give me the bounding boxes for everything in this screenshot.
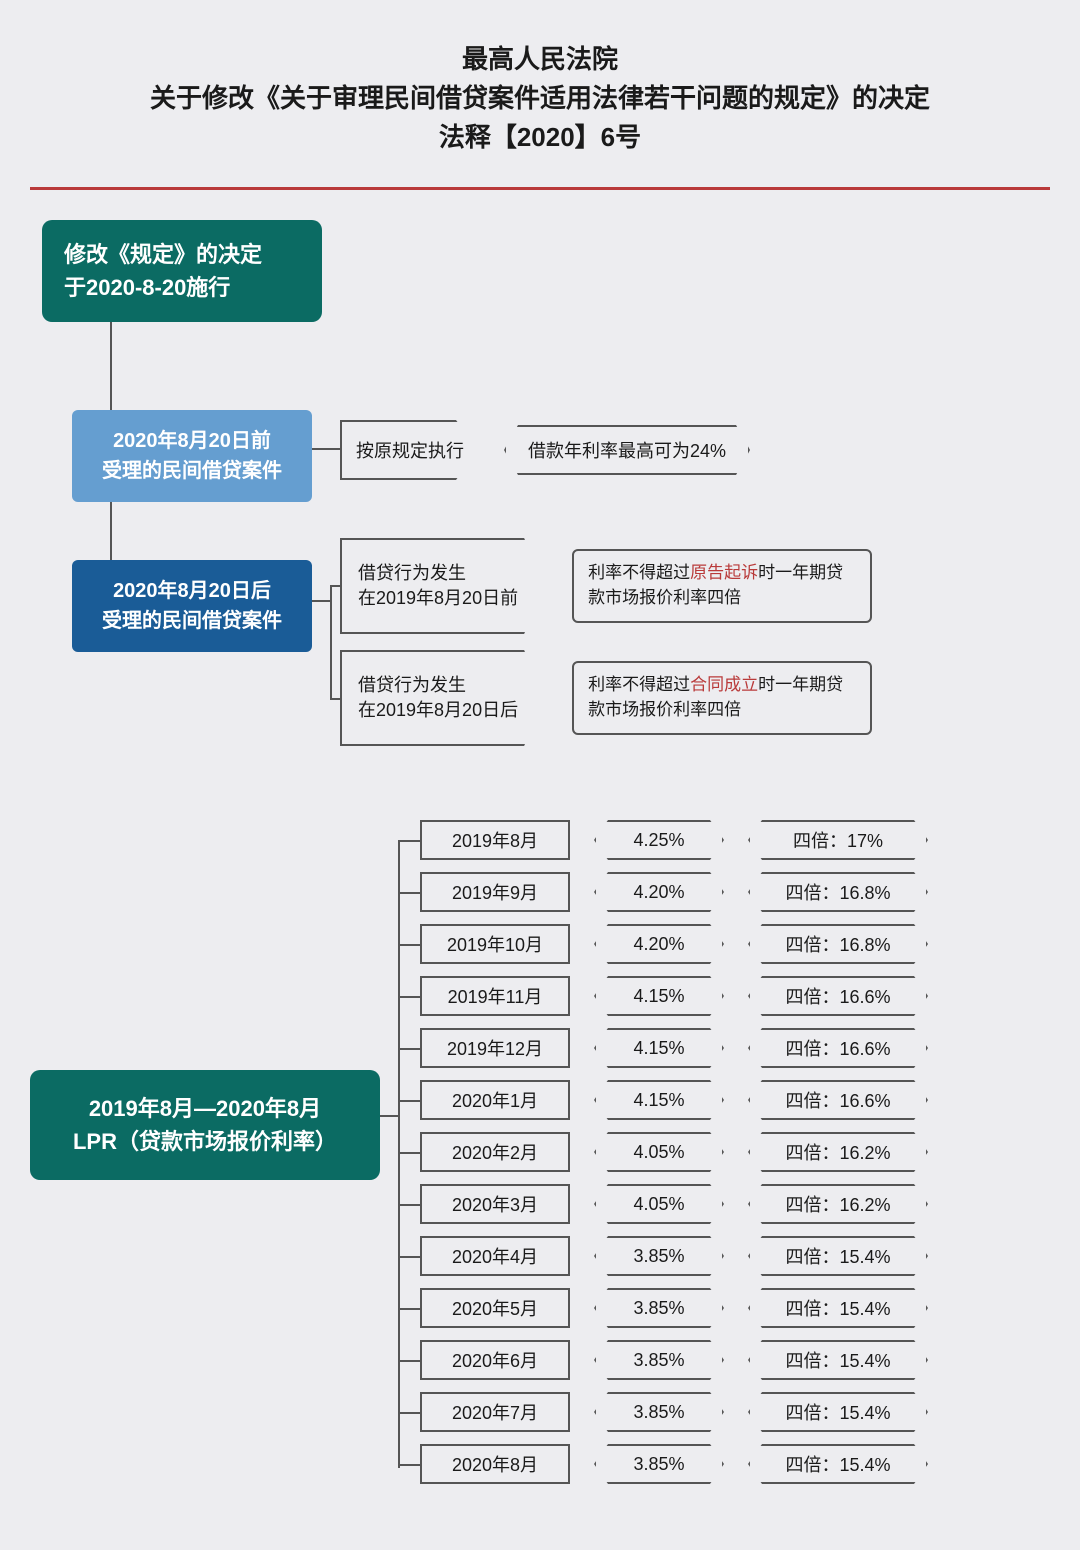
lpr-month: 2020年4月: [420, 1236, 570, 1276]
lpr-row: 2020年8月 3.85% 四倍：15.4%: [420, 1444, 928, 1484]
branch2a-row: 借贷行为发生 在2019年8月20日前 利率不得超过原告起诉时一年期贷款市场报价…: [340, 538, 872, 634]
lpr-row: 2020年3月 4.05% 四倍：16.2%: [420, 1184, 928, 1224]
lpr-mult: 四倍：16.6%: [748, 1028, 928, 1068]
lpr-rate: 3.85%: [594, 1444, 724, 1484]
branch2-line1: 2020年8月20日后: [94, 576, 290, 606]
lpr-month: 2020年2月: [420, 1132, 570, 1172]
connector: [398, 944, 420, 946]
lpr-row: 2020年6月 3.85% 四倍：15.4%: [420, 1340, 928, 1380]
connector: [398, 1360, 420, 1362]
lpr-mult: 四倍：16.2%: [748, 1184, 928, 1224]
lpr-month: 2020年3月: [420, 1184, 570, 1224]
branch2a-tag: 借贷行为发生 在2019年8月20日前: [340, 538, 546, 634]
lpr-rate: 3.85%: [594, 1288, 724, 1328]
lpr-row: 2019年11月 4.15% 四倍：16.6%: [420, 976, 928, 1016]
lpr-rate: 4.25%: [594, 820, 724, 860]
connector: [398, 1100, 420, 1102]
connector: [398, 1256, 420, 1258]
connector: [380, 1115, 398, 1117]
divider: [30, 187, 1050, 190]
lpr-rate: 4.05%: [594, 1184, 724, 1224]
lpr-rate: 3.85%: [594, 1392, 724, 1432]
lpr-rate: 4.15%: [594, 1028, 724, 1068]
lpr-mult: 四倍：16.6%: [748, 976, 928, 1016]
lpr-month: 2019年12月: [420, 1028, 570, 1068]
branch1-row: 按原规定执行 借款年利率最高可为24%: [340, 420, 750, 480]
branch1-tag: 按原规定执行: [340, 420, 478, 480]
lpr-mult: 四倍：16.6%: [748, 1080, 928, 1120]
branch2-line2: 受理的民间借贷案件: [94, 606, 290, 636]
lpr-row: 2019年10月 4.20% 四倍：16.8%: [420, 924, 928, 964]
root-line1: 修改《规定》的决定: [64, 238, 300, 271]
connector: [310, 448, 340, 450]
branch2b-tag: 借贷行为发生 在2019年8月20日后: [340, 650, 546, 746]
lpr-rate: 3.85%: [594, 1340, 724, 1380]
connector: [398, 840, 400, 1468]
lpr-month: 2020年5月: [420, 1288, 570, 1328]
branch2-node: 2020年8月20日后 受理的民间借贷案件: [72, 560, 312, 652]
lpr-mult: 四倍：15.4%: [748, 1340, 928, 1380]
lpr-row: 2020年7月 3.85% 四倍：15.4%: [420, 1392, 928, 1432]
lpr-month: 2020年6月: [420, 1340, 570, 1380]
lpr-mult: 四倍：15.4%: [748, 1236, 928, 1276]
connector: [398, 840, 420, 842]
header-line2: 关于修改《关于审理民间借贷案件适用法律若干问题的规定》的决定: [40, 79, 1040, 118]
lpr-month: 2019年8月: [420, 820, 570, 860]
branch1-detail: 借款年利率最高可为24%: [504, 425, 750, 475]
lpr-row: 2020年1月 4.15% 四倍：16.6%: [420, 1080, 928, 1120]
lpr-month: 2019年9月: [420, 872, 570, 912]
flowchart: 修改《规定》的决定 于2020-8-20施行 2020年8月20日前 受理的民间…: [0, 220, 1080, 240]
branch1-line2: 受理的民间借贷案件: [94, 456, 290, 486]
connector: [398, 1308, 420, 1310]
lpr-month: 2020年1月: [420, 1080, 570, 1120]
connector: [398, 996, 420, 998]
header-line3: 法释【2020】6号: [40, 118, 1040, 157]
lpr-rate: 4.20%: [594, 872, 724, 912]
lpr-row: 2020年5月 3.85% 四倍：15.4%: [420, 1288, 928, 1328]
lpr-mult: 四倍：16.2%: [748, 1132, 928, 1172]
lpr-mult: 四倍：16.8%: [748, 924, 928, 964]
branch2b-row: 借贷行为发生 在2019年8月20日后 利率不得超过合同成立时一年期贷款市场报价…: [340, 650, 872, 746]
lpr-mult: 四倍：15.4%: [748, 1444, 928, 1484]
lpr-rate: 4.15%: [594, 976, 724, 1016]
connector: [310, 600, 330, 602]
branch1-line1: 2020年8月20日前: [94, 426, 290, 456]
lpr-mult: 四倍：17%: [748, 820, 928, 860]
lpr-node: 2019年8月—2020年8月 LPR（贷款市场报价利率）: [30, 1070, 380, 1180]
branch2a-detail: 利率不得超过原告起诉时一年期贷款市场报价利率四倍: [572, 549, 872, 622]
doc-header: 最高人民法院 关于修改《关于审理民间借贷案件适用法律若干问题的规定》的决定 法释…: [0, 0, 1080, 177]
lpr-row: 2019年8月 4.25% 四倍：17%: [420, 820, 928, 860]
branch2b-detail: 利率不得超过合同成立时一年期贷款市场报价利率四倍: [572, 661, 872, 734]
lpr-rate: 4.15%: [594, 1080, 724, 1120]
lpr-month: 2020年7月: [420, 1392, 570, 1432]
lpr-mult: 四倍：15.4%: [748, 1288, 928, 1328]
lpr-table: 2019年8月4.25%四倍：17%2019年9月4.20%四倍：16.8%20…: [420, 820, 928, 1496]
lpr-title2: LPR（贷款市场报价利率）: [50, 1125, 360, 1158]
lpr-row: 2020年2月 4.05% 四倍：16.2%: [420, 1132, 928, 1172]
branch1-node: 2020年8月20日前 受理的民间借贷案件: [72, 410, 312, 502]
connector: [398, 1412, 420, 1414]
lpr-rate: 4.05%: [594, 1132, 724, 1172]
lpr-month: 2019年11月: [420, 976, 570, 1016]
lpr-rate: 3.85%: [594, 1236, 724, 1276]
connector: [398, 1464, 420, 1466]
lpr-row: 2019年9月 4.20% 四倍：16.8%: [420, 872, 928, 912]
connector: [398, 1204, 420, 1206]
connector: [398, 1152, 420, 1154]
lpr-mult: 四倍：16.8%: [748, 872, 928, 912]
header-line1: 最高人民法院: [40, 40, 1040, 79]
lpr-rate: 4.20%: [594, 924, 724, 964]
lpr-row: 2020年4月 3.85% 四倍：15.4%: [420, 1236, 928, 1276]
lpr-title1: 2019年8月—2020年8月: [50, 1092, 360, 1125]
lpr-row: 2019年12月 4.15% 四倍：16.6%: [420, 1028, 928, 1068]
root-node: 修改《规定》的决定 于2020-8-20施行: [42, 220, 322, 322]
connector: [398, 1048, 420, 1050]
root-line2: 于2020-8-20施行: [64, 271, 300, 304]
lpr-month: 2020年8月: [420, 1444, 570, 1484]
lpr-month: 2019年10月: [420, 924, 570, 964]
lpr-mult: 四倍：15.4%: [748, 1392, 928, 1432]
connector: [398, 892, 420, 894]
connector: [330, 585, 332, 700]
